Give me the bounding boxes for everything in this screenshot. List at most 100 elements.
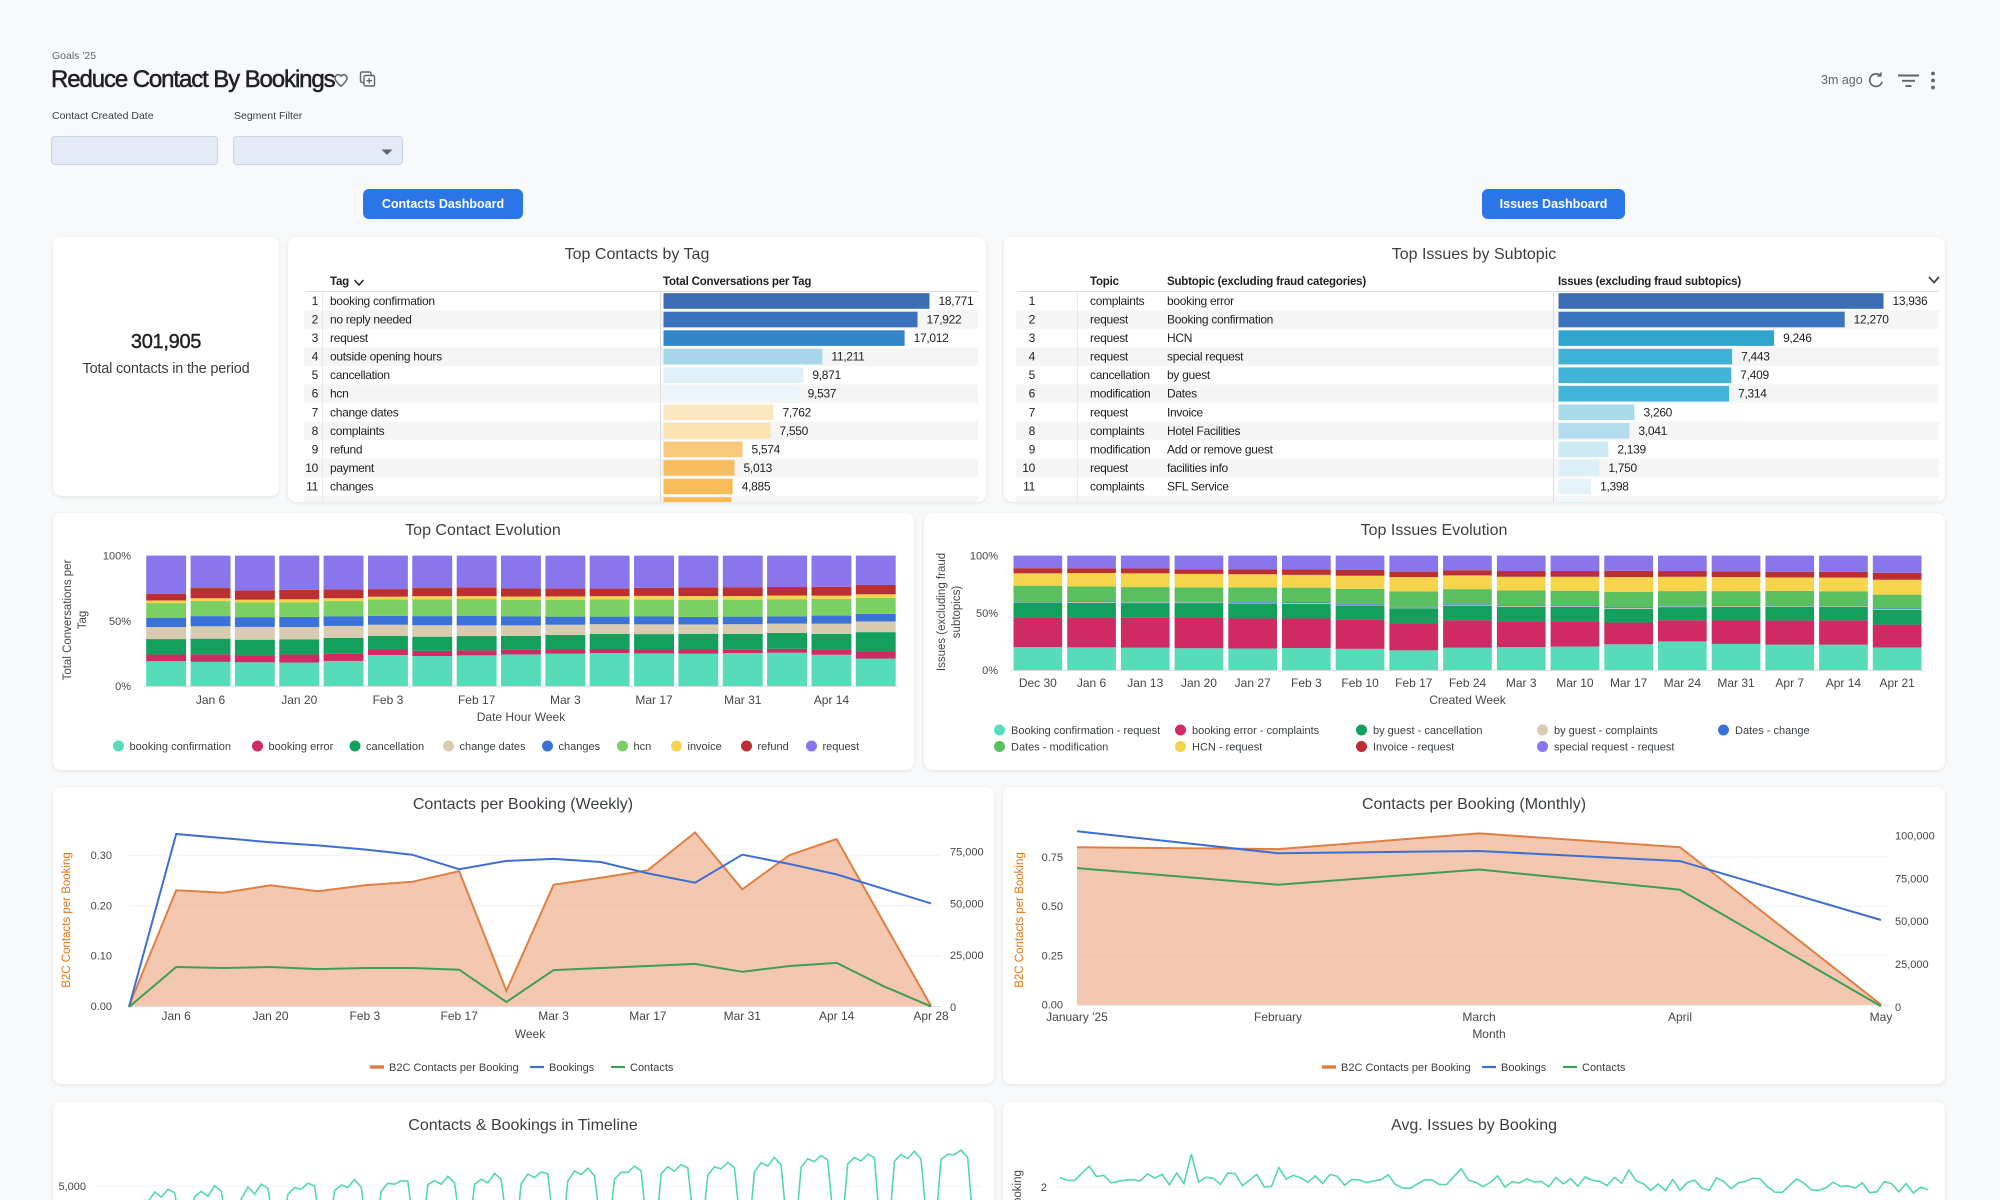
svg-text:complaints: complaints: [1090, 479, 1145, 493]
svg-text:2: 2: [312, 313, 319, 327]
svg-text:9,537: 9,537: [808, 387, 837, 401]
svg-text:8: 8: [1029, 424, 1036, 438]
svg-text:Apr 21: Apr 21: [1879, 676, 1915, 690]
svg-text:0.00: 0.00: [1042, 1000, 1063, 1012]
svg-text:0: 0: [1895, 1002, 1901, 1014]
svg-text:Apr 14: Apr 14: [819, 1009, 855, 1023]
svg-text:booking error: booking error: [1167, 294, 1234, 308]
svg-text:special request: special request: [1167, 350, 1244, 364]
svg-text:no reply needed: no reply needed: [330, 313, 412, 327]
svg-text:changes: changes: [330, 479, 374, 493]
svg-text:by guest: by guest: [1167, 368, 1211, 382]
svg-text:Hotel Facilities: Hotel Facilities: [1167, 424, 1241, 438]
svg-text:complaints: complaints: [330, 424, 385, 438]
svg-text:facilities info: facilities info: [1167, 461, 1228, 475]
svg-text:Apr 14: Apr 14: [1826, 676, 1862, 690]
svg-text:Booking confirmation - request: Booking confirmation - request: [1011, 725, 1160, 737]
svg-text:hcn: hcn: [634, 741, 652, 753]
svg-text:Apr 14: Apr 14: [814, 693, 850, 707]
svg-text:March: March: [1462, 1010, 1495, 1024]
svg-text:complaints: complaints: [1090, 424, 1145, 438]
svg-text:0.75: 0.75: [1042, 852, 1063, 864]
svg-text:75,000: 75,000: [950, 847, 984, 859]
svg-text:hcn: hcn: [330, 387, 348, 401]
svg-text:10: 10: [305, 461, 318, 475]
svg-text:Dates - change: Dates - change: [1735, 725, 1810, 737]
svg-text:request: request: [1090, 350, 1129, 364]
svg-text:Feb 10: Feb 10: [1341, 676, 1379, 690]
svg-text:11: 11: [1023, 479, 1035, 493]
svg-text:booking confirmation: booking confirmation: [330, 294, 435, 308]
svg-text:4,885: 4,885: [742, 479, 771, 493]
svg-text:Contacts per Booking (Monthly): Contacts per Booking (Monthly): [1362, 796, 1586, 813]
svg-text:Week: Week: [515, 1027, 546, 1041]
svg-text:Jan 20: Jan 20: [281, 693, 317, 707]
svg-text:outside opening hours: outside opening hours: [330, 350, 442, 364]
svg-text:B2C Contacts per Booking: B2C Contacts per Booking: [61, 852, 73, 988]
svg-text:0%: 0%: [115, 681, 131, 693]
svg-text:9: 9: [312, 442, 319, 456]
svg-text:7,443: 7,443: [1741, 350, 1770, 364]
svg-text:Feb 3: Feb 3: [373, 693, 404, 707]
svg-text:0.50: 0.50: [1042, 901, 1063, 913]
svg-text:Bookings: Bookings: [1501, 1062, 1547, 1074]
svg-text:Jan 6: Jan 6: [1077, 676, 1107, 690]
svg-text:HCN: HCN: [1167, 331, 1192, 345]
svg-text:special request - request: special request - request: [1554, 742, 1674, 754]
svg-text:B2C Contacts per Booking: B2C Contacts per Booking: [389, 1062, 519, 1074]
svg-text:1,398: 1,398: [1600, 479, 1629, 493]
svg-text:4: 4: [312, 350, 319, 364]
svg-text:request: request: [1090, 313, 1129, 327]
svg-text:booking confirmation: booking confirmation: [130, 741, 232, 753]
svg-text:invoice: invoice: [688, 741, 722, 753]
svg-text:Invoice - request: Invoice - request: [1373, 742, 1454, 754]
svg-text:request: request: [823, 741, 860, 753]
svg-text:Jan 13: Jan 13: [1127, 676, 1163, 690]
svg-text:booking error - complaints: booking error - complaints: [1192, 725, 1320, 737]
svg-text:3,260: 3,260: [1644, 405, 1673, 419]
svg-text:50,000: 50,000: [1895, 916, 1929, 928]
svg-text:5,000: 5,000: [58, 1181, 86, 1193]
svg-text:50%: 50%: [109, 616, 131, 628]
svg-text:7,762: 7,762: [783, 405, 812, 419]
svg-text:1: 1: [1029, 294, 1036, 308]
svg-text:by guest - cancellation: by guest - cancellation: [1373, 725, 1482, 737]
svg-text:2: 2: [1041, 1182, 1047, 1194]
svg-text:Mar 10: Mar 10: [1556, 676, 1594, 690]
svg-text:HCN - request: HCN - request: [1192, 742, 1262, 754]
svg-text:3: 3: [1029, 331, 1036, 345]
svg-text:request: request: [1090, 405, 1129, 419]
svg-text:booking error: booking error: [269, 741, 334, 753]
svg-text:Booking confirmation: Booking confirmation: [1167, 313, 1273, 327]
svg-text:Invoice: Invoice: [1167, 405, 1204, 419]
svg-text:cancellation: cancellation: [366, 741, 424, 753]
svg-text:payment: payment: [330, 461, 375, 475]
svg-text:0.00: 0.00: [91, 1001, 112, 1013]
svg-text:5: 5: [1029, 368, 1036, 382]
svg-text:complaints: complaints: [1090, 294, 1145, 308]
svg-text:Mar 17: Mar 17: [635, 693, 673, 707]
svg-text:request: request: [330, 331, 369, 345]
svg-text:2: 2: [1029, 313, 1036, 327]
svg-text:8: 8: [312, 424, 319, 438]
svg-text:5: 5: [312, 368, 319, 382]
svg-text:Avg. Issues by Booking: Avg. Issues by Booking: [1391, 1117, 1557, 1134]
svg-text:Avg. Issues per Booking: Avg. Issues per Booking: [1012, 1170, 1024, 1200]
svg-text:cancellation: cancellation: [1090, 368, 1150, 382]
svg-text:75,000: 75,000: [1895, 873, 1929, 885]
svg-text:Feb 17: Feb 17: [441, 1009, 479, 1023]
svg-text:Subtopic (excluding fraud cate: Subtopic (excluding fraud categories): [1167, 276, 1366, 288]
svg-text:6: 6: [1029, 387, 1036, 401]
svg-text:9,246: 9,246: [1783, 331, 1812, 345]
svg-text:SFL Service: SFL Service: [1167, 479, 1229, 493]
svg-text:100%: 100%: [970, 551, 998, 563]
svg-text:Mar 17: Mar 17: [629, 1009, 667, 1023]
svg-text:May: May: [1870, 1010, 1893, 1024]
svg-text:Contacts & Bookings in Timelin: Contacts & Bookings in Timeline: [408, 1117, 638, 1134]
svg-text:Contacts: Contacts: [630, 1062, 674, 1074]
svg-text:changes: changes: [559, 741, 601, 753]
svg-text:2,139: 2,139: [1617, 442, 1646, 456]
svg-text:April: April: [1668, 1010, 1692, 1024]
svg-text:3,041: 3,041: [1638, 424, 1667, 438]
